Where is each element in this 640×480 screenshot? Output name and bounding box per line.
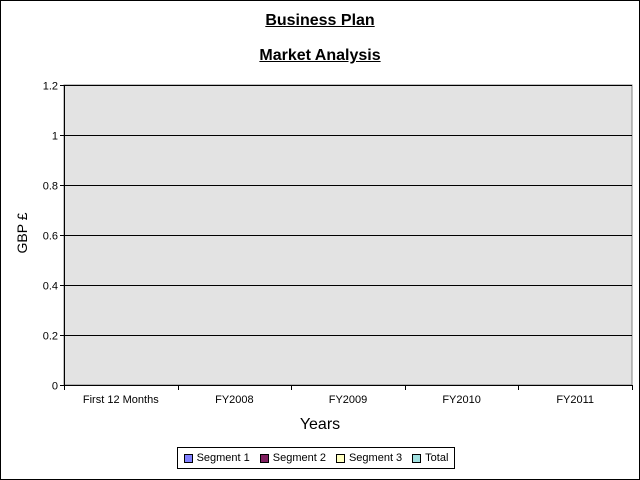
legend-swatch-segment-3: [335, 453, 345, 463]
legend-swatch-segment-1: [183, 453, 193, 463]
legend-swatch-segment-2: [259, 453, 269, 463]
y-tick-label: 0.2: [43, 331, 58, 343]
y-tick-label: 1: [52, 131, 58, 143]
legend-label-total: Total: [425, 452, 449, 464]
legend-item-segment-2: Segment 2: [259, 452, 326, 464]
y-tick-label: 1.2: [43, 81, 58, 93]
chart-subtitle: Market Analysis: [259, 47, 381, 64]
x-tick-label: FY2009: [329, 394, 368, 406]
legend-item-segment-3: Segment 3: [335, 452, 403, 464]
legend-label-segment-3: Segment 3: [348, 452, 403, 464]
x-tick-label: FY2011: [556, 394, 594, 406]
legend-item-total: Total: [412, 452, 448, 464]
x-tick-label: FY2010: [442, 394, 481, 406]
legend-label-segment-1: Segment 1: [196, 452, 250, 464]
y-tick-label: 0.6: [43, 231, 58, 243]
legend-label-segment-2: Segment 2: [272, 452, 326, 464]
chart-title: Business Plan: [265, 12, 375, 29]
y-tick-label: 0.4: [43, 281, 58, 293]
x-tick-label: First 12 Months: [83, 394, 159, 406]
legend-item-segment-1: Segment 1: [183, 452, 250, 464]
y-tick-label: 0: [52, 381, 58, 393]
x-tick-label: FY2008: [215, 394, 254, 406]
legend: Segment 1 Segment 2 Segment 3 Total: [177, 447, 455, 469]
x-axis-label: Years: [299, 416, 341, 433]
legend-swatch-total: [412, 453, 422, 463]
y-tick-label: 0.8: [43, 181, 58, 193]
